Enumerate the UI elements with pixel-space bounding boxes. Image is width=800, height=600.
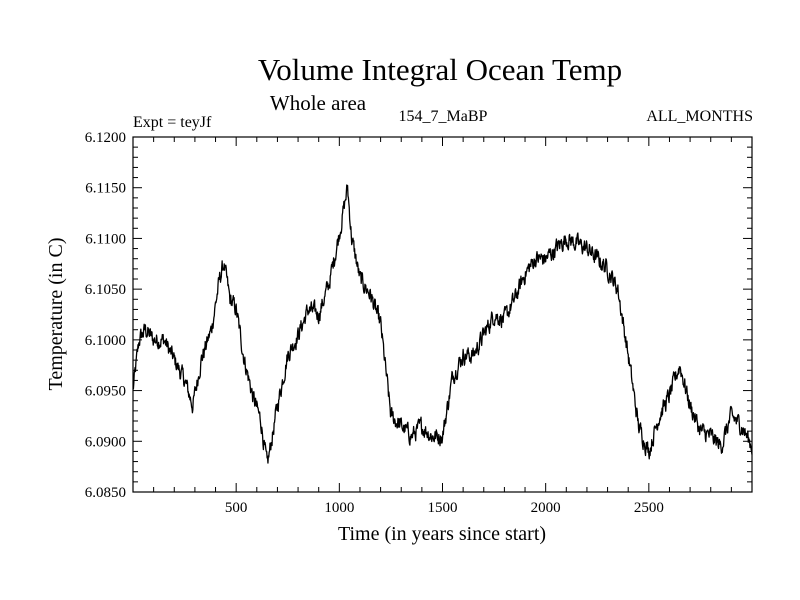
plot-frame	[132, 136, 753, 493]
y-tick-label: 6.0900	[85, 434, 126, 450]
x-axis-label: Time (in years since start)	[338, 523, 546, 545]
x-tick-label: 2500	[634, 500, 664, 516]
chart-subtitle: Whole area	[270, 91, 367, 115]
x-tick-label: 1500	[428, 500, 458, 516]
x-tick-label: 2000	[531, 500, 561, 516]
y-tick-label: 6.1150	[85, 181, 126, 197]
months-label: ALL_MONTHS	[646, 108, 753, 125]
y-tick-label: 6.1000	[85, 333, 126, 349]
y-tick-label: 6.1200	[85, 130, 126, 146]
y-tick-label: 6.0850	[85, 485, 126, 501]
run-label: 154_7_MaBP	[399, 108, 488, 125]
y-axis-label: Temperature (in C)	[45, 238, 67, 391]
axis-ticks	[133, 136, 752, 493]
x-tick-labels: 500 1000 1500 2000 2500	[225, 500, 664, 516]
x-tick-label: 1000	[324, 500, 354, 516]
experiment-label: Expt = teyJf	[133, 114, 212, 131]
x-tick-label: 500	[225, 500, 248, 516]
y-tick-label: 6.1100	[85, 231, 126, 247]
y-tick-labels: 6.0850 6.0900 6.0950 6.1000 6.1050 6.1100 6.11…	[85, 130, 126, 501]
y-tick-label: 6.0950	[85, 384, 126, 400]
temperature-series-line	[132, 184, 753, 464]
y-tick-label: 6.1050	[85, 282, 126, 298]
chart-title: Volume Integral Ocean Temp	[258, 52, 622, 87]
